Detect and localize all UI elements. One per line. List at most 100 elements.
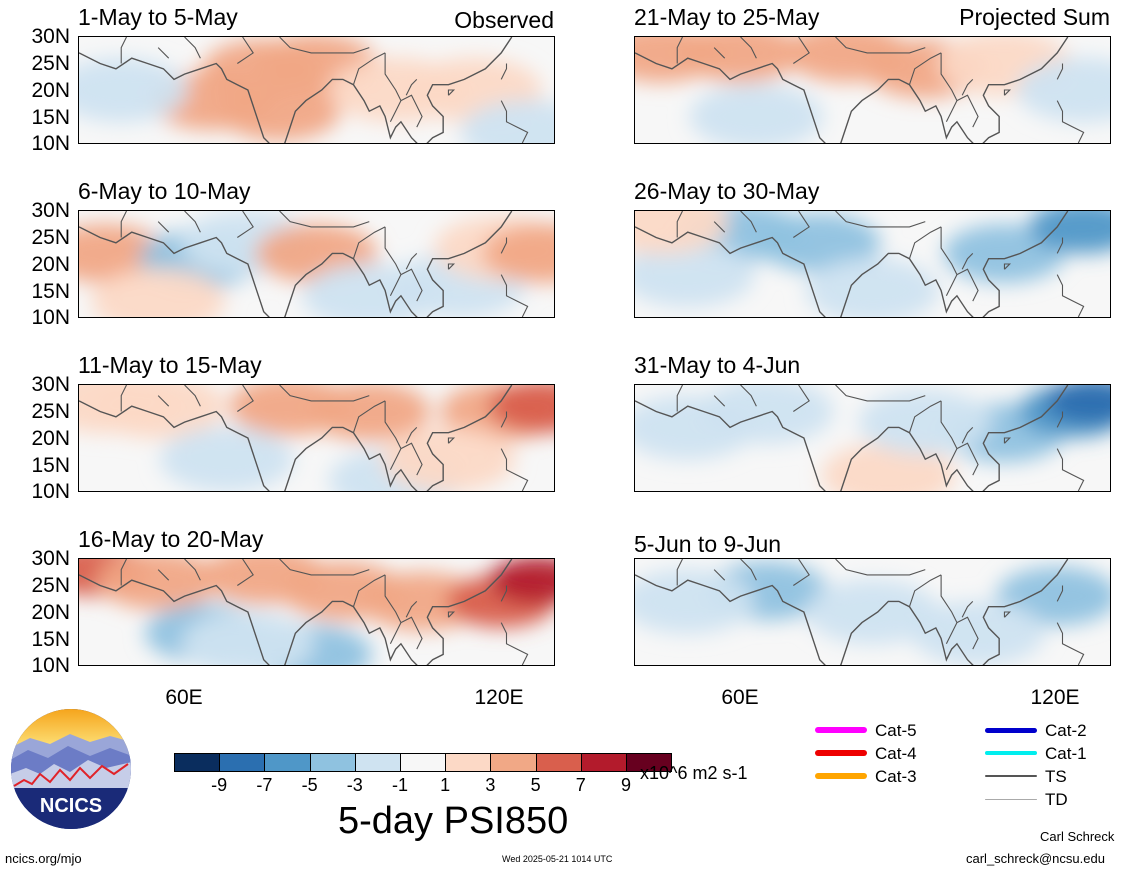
island-outline	[1003, 611, 1012, 618]
country-border	[279, 211, 370, 228]
country-border	[279, 559, 370, 576]
colorbar-label: -9	[211, 775, 228, 795]
panel-title: 16-May to 20-May	[78, 526, 264, 552]
lat-tick-label: 15N	[31, 280, 70, 303]
author-email: carl_schreck@ncsu.edu	[966, 851, 1105, 866]
colorbar-swatch	[264, 753, 311, 772]
colorbar-label: -7	[256, 775, 273, 795]
country-border	[676, 559, 683, 586]
panel-title: 6-May to 10-May	[78, 178, 251, 204]
country-border	[405, 253, 418, 270]
island-outline	[500, 237, 508, 254]
country-border	[740, 37, 757, 59]
author-name: Carl Schreck	[1040, 829, 1115, 844]
country-border	[956, 616, 979, 650]
field-anomaly	[91, 268, 226, 317]
field-anomaly	[159, 426, 294, 491]
map-panel	[78, 384, 555, 492]
map-panel	[634, 558, 1111, 666]
country-border	[184, 385, 201, 407]
island-outline	[1056, 274, 1085, 317]
colorbar-label: 9	[620, 775, 631, 795]
country-border	[157, 221, 170, 233]
country-border	[120, 37, 127, 64]
country-border	[793, 559, 810, 586]
island-outline	[500, 585, 508, 602]
heatmap-svg	[79, 211, 554, 317]
country-border	[405, 79, 418, 96]
country-border	[384, 400, 402, 471]
ncics-logo: NCICS	[10, 708, 132, 830]
country-border	[184, 211, 201, 233]
country-border	[793, 385, 810, 412]
country-border	[793, 37, 810, 64]
island-outline	[1056, 622, 1085, 665]
lat-tick-label: 20N	[31, 253, 70, 276]
lat-tick-label: 25N	[31, 574, 70, 597]
country-border	[908, 226, 942, 259]
lat-tick-label: 10N	[31, 306, 70, 329]
lon-tick-label: 120E	[474, 686, 524, 709]
colorbar-swatch	[219, 753, 266, 772]
lat-tick-label: 10N	[31, 654, 70, 677]
country-border	[961, 79, 974, 96]
map-panel	[78, 558, 555, 666]
storm-legend-label: Cat-1	[1045, 744, 1087, 763]
storm-legend-label: Cat-4	[875, 744, 917, 763]
country-border	[384, 226, 402, 297]
field-anomaly	[1016, 57, 1110, 123]
heatmap-svg	[79, 559, 554, 665]
island-outline	[1056, 237, 1064, 254]
site-url: ncics.org/mjo	[5, 851, 82, 866]
country-border	[835, 559, 926, 576]
coastline	[79, 37, 513, 143]
storm-legend-line	[815, 750, 867, 756]
map-panel	[634, 384, 1111, 492]
island-outline	[1056, 585, 1064, 602]
panel-title: 26-May to 30-May	[634, 178, 820, 204]
lat-tick-label: 20N	[31, 79, 70, 102]
colorbar-swatch	[400, 753, 447, 772]
country-border	[835, 211, 926, 228]
storm-legend-line	[985, 798, 1037, 800]
country-border	[956, 268, 979, 302]
country-border	[279, 37, 370, 54]
field-anomaly	[805, 579, 940, 645]
lat-tick-label: 25N	[31, 52, 70, 75]
field-anomaly	[460, 99, 554, 143]
country-border	[956, 94, 979, 128]
panel-title: 5-Jun to 9-Jun	[634, 531, 782, 557]
country-border	[940, 574, 958, 645]
country-border	[940, 52, 958, 123]
field-layer	[635, 211, 1110, 317]
field-anomaly	[91, 385, 226, 439]
projected-label: Projected Sum	[959, 4, 1110, 30]
storm-legend-line	[985, 727, 1037, 733]
island-outline	[447, 611, 456, 618]
field-anomaly	[689, 84, 824, 143]
country-border	[740, 385, 757, 407]
field-layer	[79, 211, 554, 317]
island-outline	[447, 89, 456, 96]
observed-label: Observed	[454, 7, 554, 33]
island-outline	[500, 100, 529, 143]
colorbar-swatch	[309, 753, 356, 772]
island-outline	[1056, 411, 1064, 428]
country-border	[237, 559, 254, 586]
colorbar-label: 7	[575, 775, 586, 795]
lat-tick-label: 25N	[31, 400, 70, 423]
heatmap-svg	[635, 559, 1110, 665]
country-border	[908, 400, 942, 433]
coastline	[635, 559, 1069, 665]
coastline	[635, 385, 1069, 491]
country-border	[740, 211, 757, 233]
field-anomaly	[97, 559, 220, 610]
colorbar-label: -5	[301, 775, 318, 795]
colorbar-label: -1	[391, 775, 408, 795]
country-border	[400, 442, 423, 476]
country-border	[740, 559, 757, 581]
field-layer	[79, 37, 554, 143]
country-border	[384, 52, 402, 123]
field-anomaly	[679, 37, 802, 83]
colorbar-swatch	[490, 753, 537, 772]
